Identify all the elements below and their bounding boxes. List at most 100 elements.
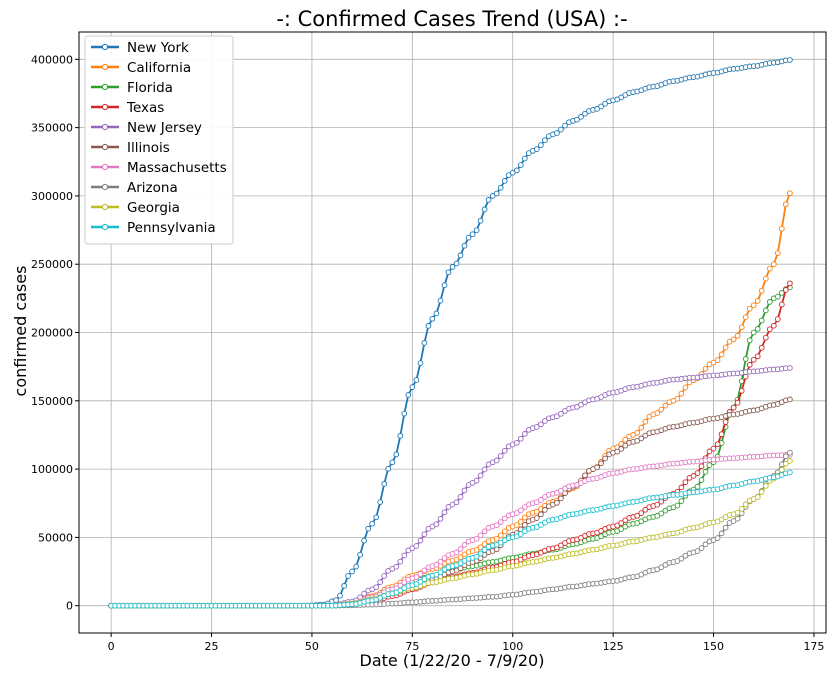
data-point [441, 555, 448, 561]
data-point [678, 555, 685, 562]
data-point [754, 494, 761, 500]
data-point [533, 146, 540, 152]
data-point [401, 410, 408, 417]
data-point [718, 351, 725, 358]
data-point [461, 542, 468, 548]
data-point [766, 299, 773, 305]
data-point [413, 581, 420, 588]
data-point [698, 477, 705, 483]
data-point [718, 431, 725, 438]
legend-swatch-marker [101, 103, 109, 111]
data-point [770, 261, 777, 268]
x-tick-label: 50 [305, 640, 319, 653]
data-point [421, 576, 428, 582]
data-point [401, 552, 408, 559]
data-point [578, 114, 584, 120]
x-tick-label: 125 [603, 640, 624, 653]
data-point [481, 466, 488, 473]
data-point [441, 509, 448, 516]
data-point [602, 455, 608, 462]
data-point [417, 360, 424, 366]
legend-item-arizona: Arizona [91, 180, 178, 196]
data-point [706, 462, 713, 468]
data-point [538, 522, 544, 528]
data-point [690, 473, 697, 479]
data-point [461, 242, 468, 249]
data-point [413, 543, 420, 549]
data-point [417, 537, 424, 544]
data-point [698, 545, 705, 551]
data-point [509, 169, 516, 176]
data-point [513, 533, 520, 540]
data-point [381, 573, 388, 579]
data-point [722, 344, 729, 351]
data-point [377, 499, 384, 505]
data-point [517, 531, 524, 537]
data-point [762, 275, 769, 282]
data-point [397, 587, 404, 594]
legend-item-pennsylvania: Pennsylvania [91, 220, 216, 236]
legend-swatch-marker [101, 83, 109, 91]
data-point [762, 334, 769, 341]
series-line-california [111, 192, 791, 607]
data-point [389, 459, 396, 466]
data-point [542, 137, 548, 144]
data-point [409, 545, 416, 552]
data-point [738, 506, 745, 512]
data-point [714, 441, 721, 448]
data-point [453, 499, 460, 506]
data-point [778, 225, 785, 232]
data-point [734, 509, 741, 516]
data-point [622, 436, 629, 443]
legend-item-massachusetts: Massachusetts [91, 160, 227, 176]
data-point [614, 522, 621, 529]
data-point [634, 512, 641, 519]
data-point [654, 513, 661, 519]
data-point [750, 302, 757, 309]
legend-swatch-marker [101, 143, 109, 151]
data-point [682, 552, 689, 559]
legend-item-new-york: New York [91, 40, 189, 56]
data-point [437, 297, 444, 304]
legend: New York California Florida Texas New Jersey… [84, 35, 234, 245]
data-point [513, 510, 520, 516]
data-point [787, 449, 793, 456]
data-point [694, 483, 701, 490]
data-point [746, 305, 753, 312]
data-point [369, 520, 376, 527]
data-point [638, 510, 645, 516]
data-point [333, 597, 339, 604]
data-point [441, 282, 448, 289]
data-point [397, 432, 404, 439]
data-point [742, 356, 749, 362]
x-tick-label: 0 [108, 640, 115, 653]
data-point [473, 477, 480, 484]
data-point [481, 547, 488, 553]
data-point [738, 324, 745, 331]
data-point [542, 507, 548, 513]
data-point [762, 307, 769, 314]
data-point [750, 329, 757, 336]
data-point [714, 357, 721, 363]
data-point [702, 365, 709, 372]
data-point [782, 453, 789, 460]
data-point [778, 301, 785, 308]
series-line-illinois [111, 398, 791, 607]
data-point [658, 510, 665, 517]
data-point [682, 384, 689, 391]
x-tick-label: 100 [502, 640, 523, 653]
data-point [457, 252, 464, 259]
data-point [473, 227, 480, 234]
data-point [505, 172, 512, 178]
data-point [618, 520, 625, 526]
data-point [694, 470, 701, 476]
legend-item-california: California [91, 60, 191, 76]
data-point [353, 563, 359, 570]
data-point [774, 316, 781, 322]
data-point [385, 465, 392, 472]
y-tick-label: 0 [66, 600, 73, 613]
legend-swatch-marker [101, 223, 109, 231]
data-point [421, 531, 428, 538]
data-point [433, 521, 440, 528]
legend-label: New York [127, 40, 189, 56]
